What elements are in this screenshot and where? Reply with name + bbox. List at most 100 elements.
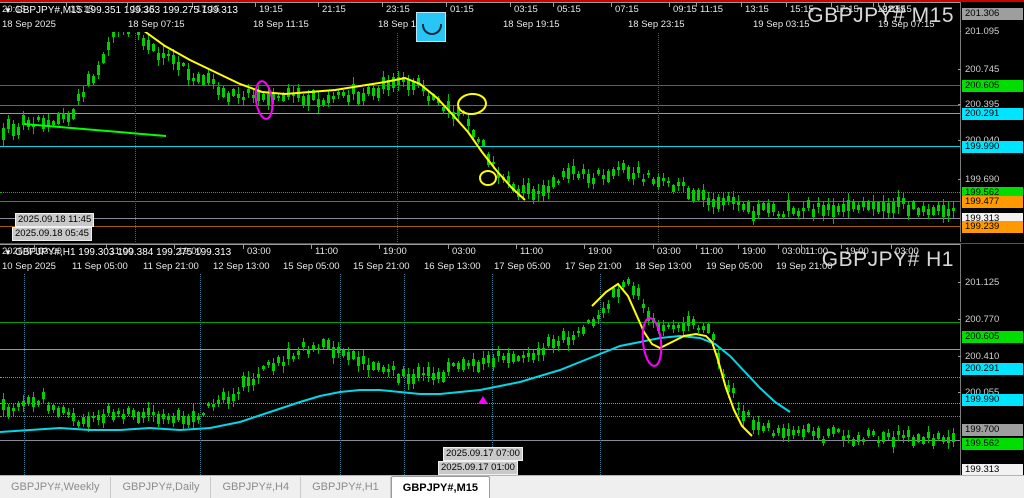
candle-m15 [907,204,910,216]
price-line-200.291[interactable] [0,349,960,350]
candle-h1 [832,427,835,434]
time-label-hour: 03:00 [247,246,271,257]
time-label-hour: 11:00 [110,246,134,257]
price-label-199.990: 199.990 [962,394,1023,406]
candle-m15 [457,107,460,116]
chart-pane-h1[interactable]: 201.125 200.770 200.605 200.410 200.291 200.0… [0,243,1024,475]
chart-tab-bar[interactable]: GBPJPY#,Weekly GBPJPY#,Daily GBPJPY#,H4 GBP… [0,475,1024,498]
price-scale-m15[interactable]: 201.306 201.095 200.745 200.605 200.395 200.2… [958,2,1024,242]
candle-h1 [702,326,705,330]
chart-tab-gbpjpy-h1[interactable]: GBPJPY#,H1 [301,477,391,498]
price-line-200.605[interactable] [0,322,960,323]
candle-m15 [892,202,895,214]
annotation-yellow-circle-lower-m15[interactable] [479,170,497,186]
candle-h1 [782,428,785,438]
price-line-200.291[interactable] [0,113,960,114]
time-label-date: 18 Sep 2025 [2,19,56,30]
time-axis-m15[interactable]: 20:15 13:15 15:15 17:15 19:15 21:15 23:15 01:15… [0,2,960,32]
price-line-199.313[interactable] [0,218,960,219]
price-line-199.313[interactable] [0,440,960,441]
chart-tab-gbpjpy-weekly[interactable]: GBPJPY#,Weekly [0,477,112,498]
price-line-199.477[interactable] [0,201,960,202]
time-tick [669,3,670,7]
time-tick [696,245,697,249]
price-label-199.690: 199.690 [958,174,1023,186]
candle-m15 [187,69,190,81]
candle-m15 [837,206,840,212]
candle-m15 [47,119,50,127]
time-label-date: 11 Sep 21:00 [143,261,199,272]
chart-menu-caret-icon[interactable]: ▼ [4,248,12,257]
smile-object-icon[interactable] [416,12,446,42]
candle-m15 [222,87,225,97]
chart-tab-gbpjpy-daily[interactable]: GBPJPY#,Daily [111,477,212,498]
candle-h1 [627,278,630,284]
candle-m15 [827,203,830,210]
candle-h1 [697,327,700,330]
candle-m15 [822,205,825,217]
annotation-magenta-ellipse-h1[interactable] [641,317,664,367]
chart-watermark-m15: GBPJPY# M15 [807,4,954,27]
candle-m15 [462,111,465,115]
candle-h1 [692,319,695,326]
candle-h1 [842,435,845,441]
price-line-199.700[interactable] [0,403,960,404]
time-tick [584,245,585,249]
time-tick [786,3,787,7]
chart-tab-gbpjpy-h4[interactable]: GBPJPY#,H4 [211,477,302,498]
time-label-date: 19 Sep 05:00 [706,261,763,272]
price-line-199.562[interactable] [0,192,960,193]
price-line-200.605[interactable] [0,85,960,86]
price-label-199.477: 199.477 [962,196,1023,208]
time-tick [553,3,554,7]
candle-m15 [697,189,700,200]
candle-m15 [832,205,835,218]
chart-tab-gbpjpy-m15[interactable]: GBPJPY#,M15 [390,476,490,498]
candle-h1 [387,368,390,372]
candle-h1 [142,411,145,419]
candle-h1 [197,416,200,420]
candle-m15 [367,86,370,95]
candle-h1 [847,434,850,438]
candle-m15 [287,87,290,97]
chart-header-text-h1: GBPJPY#,H1 199.303 199.384 199.275 199.3… [14,247,232,258]
chart-menu-caret-icon[interactable]: ▼ [4,6,12,15]
price-line-199.990[interactable] [0,146,960,147]
candle-h1 [742,411,745,422]
candle-m15 [807,200,810,208]
price-line-200.395[interactable] [0,105,960,106]
price-line-199.990[interactable] [0,377,960,378]
time-tick [741,3,742,7]
candle-m15 [17,127,20,136]
time-label-hour: 19:00 [178,246,202,257]
candle-h1 [817,428,820,438]
candle-m15 [732,197,735,205]
candle-h1 [642,303,645,309]
candle-h1 [447,361,450,372]
candle-m15 [22,114,25,126]
candle-m15 [162,52,165,58]
candle-h1 [87,417,90,427]
time-axis-row-hours-h1: 2025/9/10 03:00 11:00 19:00 03:00 11:00 19:00 0… [0,245,960,259]
candle-m15 [662,178,665,181]
time-axis-h1[interactable]: 2025/9/10 03:00 11:00 19:00 03:00 11:00 19:00 0… [0,244,960,274]
candle-m15 [517,188,520,197]
price-line-199.239[interactable] [0,226,960,227]
candle-m15 [482,140,485,146]
price-label-199.990: 199.990 [962,141,1023,153]
price-label-200.291: 200.291 [962,363,1023,375]
candle-m15 [852,201,855,210]
time-label-hour: 17:15 [835,4,859,15]
candle-m15 [547,186,550,192]
time-tick [696,3,697,7]
candle-m15 [722,198,725,205]
candle-m15 [657,177,660,188]
chart-plot-m15[interactable] [0,2,960,242]
chart-plot-h1[interactable] [0,244,960,475]
chart-pane-m15[interactable]: 201.306 201.095 200.745 200.605 200.395 200.2… [0,0,1024,242]
candle-h1 [437,371,440,380]
price-scale-h1[interactable]: 201.125 200.770 200.605 200.410 200.291 200.0… [958,244,1024,475]
candle-h1 [772,432,775,437]
candle-m15 [42,117,45,130]
candle-m15 [497,172,500,179]
